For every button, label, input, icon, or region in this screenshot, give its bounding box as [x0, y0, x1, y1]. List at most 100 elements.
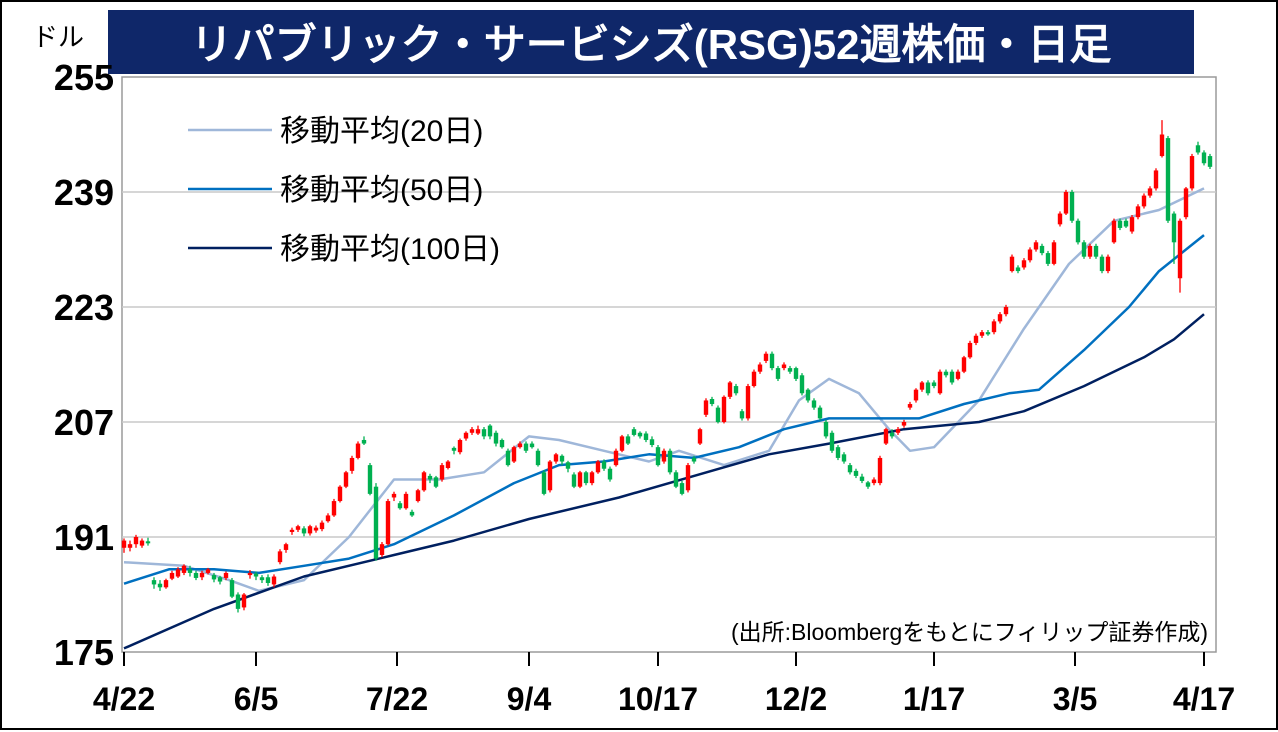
candle-down: [451, 446, 457, 455]
candle-down: [541, 470, 547, 496]
candle-down: [583, 470, 589, 486]
candle-body: [181, 565, 187, 573]
candle-body: [1063, 192, 1069, 214]
candle-up: [979, 330, 985, 338]
candle-up: [1153, 168, 1159, 191]
candle-up: [1003, 304, 1009, 317]
candle-up: [763, 351, 769, 364]
candle-up: [703, 398, 709, 417]
candle-body: [565, 462, 571, 469]
candle-body: [727, 382, 733, 397]
candle-body: [475, 429, 481, 434]
candle-body: [1003, 307, 1009, 315]
candle-down: [499, 438, 505, 449]
candle-up: [1105, 254, 1111, 274]
candle-body: [571, 474, 577, 487]
candle-body: [1123, 220, 1129, 227]
candle-body: [913, 389, 919, 401]
candle-body: [937, 371, 943, 394]
candle-body: [829, 432, 835, 451]
candle-down: [637, 431, 643, 439]
candle-body: [781, 364, 787, 369]
candle-down: [823, 419, 829, 439]
candle-up: [553, 452, 559, 464]
candle-body: [1171, 213, 1177, 243]
candle-body: [823, 422, 829, 437]
candle-body: [229, 580, 235, 597]
candle-body: [595, 461, 601, 473]
candle-body: [559, 455, 565, 462]
candle-body: [1189, 156, 1195, 189]
candle-up: [1021, 258, 1027, 270]
candle-up: [355, 441, 361, 460]
candle-body: [433, 477, 439, 487]
candle-down: [769, 351, 775, 371]
candle-body: [769, 353, 775, 369]
candle-body: [541, 472, 547, 494]
candle-body: [817, 407, 823, 419]
candle-down: [1075, 218, 1081, 245]
candle-body: [811, 400, 817, 408]
candle-up: [511, 445, 517, 463]
candle-down: [607, 466, 613, 482]
candle-body: [409, 511, 415, 516]
candle-up: [997, 312, 1003, 324]
candle-down: [1099, 254, 1105, 274]
candle-body: [211, 575, 217, 580]
candle-down: [841, 452, 847, 464]
x-tick-label: 10/17: [618, 681, 698, 717]
candle-body: [511, 447, 517, 462]
candle-down: [433, 475, 439, 489]
candle-up: [685, 462, 691, 493]
candle-body: [865, 482, 871, 487]
candle-body: [481, 429, 487, 437]
source-note: (出所:Bloombergをもとにフィリップ証券作成): [731, 619, 1208, 645]
candle-body: [1051, 242, 1057, 264]
candle-body: [637, 432, 643, 437]
candle-up: [277, 549, 283, 565]
candle-body: [505, 450, 511, 466]
candle-up: [967, 340, 973, 359]
candle-up: [181, 564, 187, 576]
candle-body: [1075, 220, 1081, 243]
candle-up: [133, 534, 139, 548]
candle-up: [247, 570, 253, 579]
candle-down: [187, 565, 193, 577]
candle-body: [217, 577, 223, 582]
candle-body: [1141, 195, 1147, 207]
candle-down: [397, 501, 403, 510]
legend-label-ma50: 移動平均(50日): [280, 174, 483, 207]
candle-up: [319, 520, 325, 532]
candle-down: [643, 431, 649, 443]
candle-body: [1135, 206, 1141, 218]
candle-body: [175, 569, 181, 577]
candle-down: [361, 436, 367, 445]
candle-body: [1093, 245, 1099, 257]
candle-down: [1201, 150, 1207, 166]
candle-down: [427, 473, 433, 484]
candle-body: [1207, 156, 1213, 167]
candle-up: [349, 455, 355, 474]
candle-body: [895, 429, 901, 433]
candle-down: [601, 459, 607, 471]
candle-body: [979, 332, 985, 336]
candle-body: [295, 526, 301, 530]
candle-body: [919, 382, 925, 390]
candle-down: [829, 430, 835, 453]
candle-down: [859, 473, 865, 484]
candle-body: [259, 577, 265, 581]
candle-body: [1027, 249, 1033, 261]
candle-body: [403, 493, 409, 509]
candle-body: [655, 447, 661, 466]
plot-area: [121, 76, 1217, 653]
candle-body: [121, 540, 127, 548]
candle-body: [709, 399, 715, 405]
candle-down: [523, 441, 529, 453]
candle-down: [1069, 189, 1075, 223]
candle-body: [361, 439, 367, 444]
candle-down: [817, 405, 823, 421]
candle-down: [667, 448, 673, 475]
candle-body: [853, 470, 859, 476]
candle-body: [793, 368, 799, 379]
candle-body: [151, 580, 157, 585]
